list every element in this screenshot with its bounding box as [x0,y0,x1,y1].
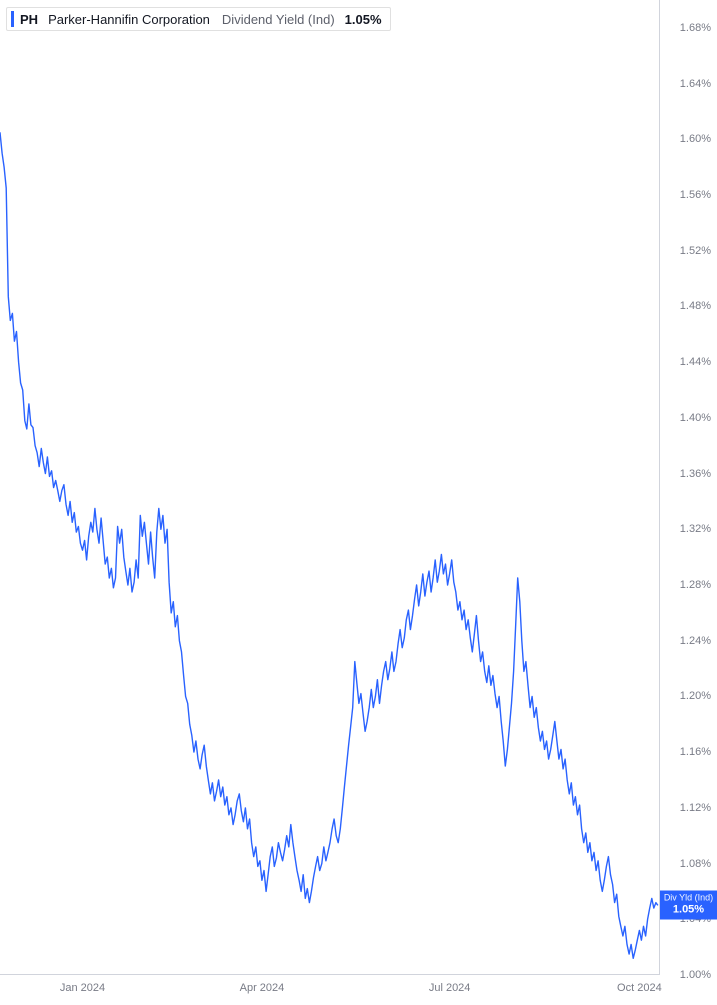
y-tick-label: 1.16% [680,746,711,758]
x-tick-label: Oct 2024 [617,982,662,994]
chart-header: PH Parker-Hannifin Corporation Dividend … [6,7,391,31]
y-tick-label: 1.68% [680,22,711,34]
y-tick-label: 1.36% [680,468,711,480]
y-tick-label: 1.32% [680,523,711,535]
dividend-yield-line [0,132,658,958]
metric-value: 1.05% [345,12,382,27]
y-tick-label: 1.44% [680,356,711,368]
flag-value: 1.05% [660,904,717,917]
current-value-flag: Div Yld (Ind) 1.05% [660,891,717,920]
flag-label: Div Yld (Ind) [660,893,717,904]
y-tick-label: 1.12% [680,802,711,814]
y-tick-label: 1.52% [680,245,711,257]
y-tick-label: 1.24% [680,635,711,647]
y-tick-label: 1.60% [680,133,711,145]
y-tick-label: 1.20% [680,690,711,702]
y-tick-label: 1.56% [680,189,711,201]
y-axis: 1.68% 1.64% 1.60% 1.56% 1.52% 1.48% 1.44% 1.40%… [660,0,717,975]
y-tick-label: 1.00% [680,969,711,981]
x-tick-label: Jan 2024 [60,982,105,994]
y-tick-label: 1.40% [680,412,711,424]
company-name: Parker-Hannifin Corporation [48,12,210,27]
y-tick-label: 1.08% [680,858,711,870]
ticker-accent-bar [11,11,14,27]
x-tick-label: Apr 2024 [240,982,285,994]
chart-plot-area[interactable] [0,0,660,975]
metric-label: Dividend Yield (Ind) [222,12,335,27]
line-chart-svg [0,0,660,975]
ticker-symbol: PH [20,12,38,27]
x-tick-label: Jul 2024 [429,982,471,994]
y-tick-label: 1.48% [680,300,711,312]
y-tick-label: 1.64% [680,78,711,90]
y-tick-label: 1.28% [680,579,711,591]
x-axis: Jan 2024 Apr 2024 Jul 2024 Oct 2024 [0,975,660,1005]
